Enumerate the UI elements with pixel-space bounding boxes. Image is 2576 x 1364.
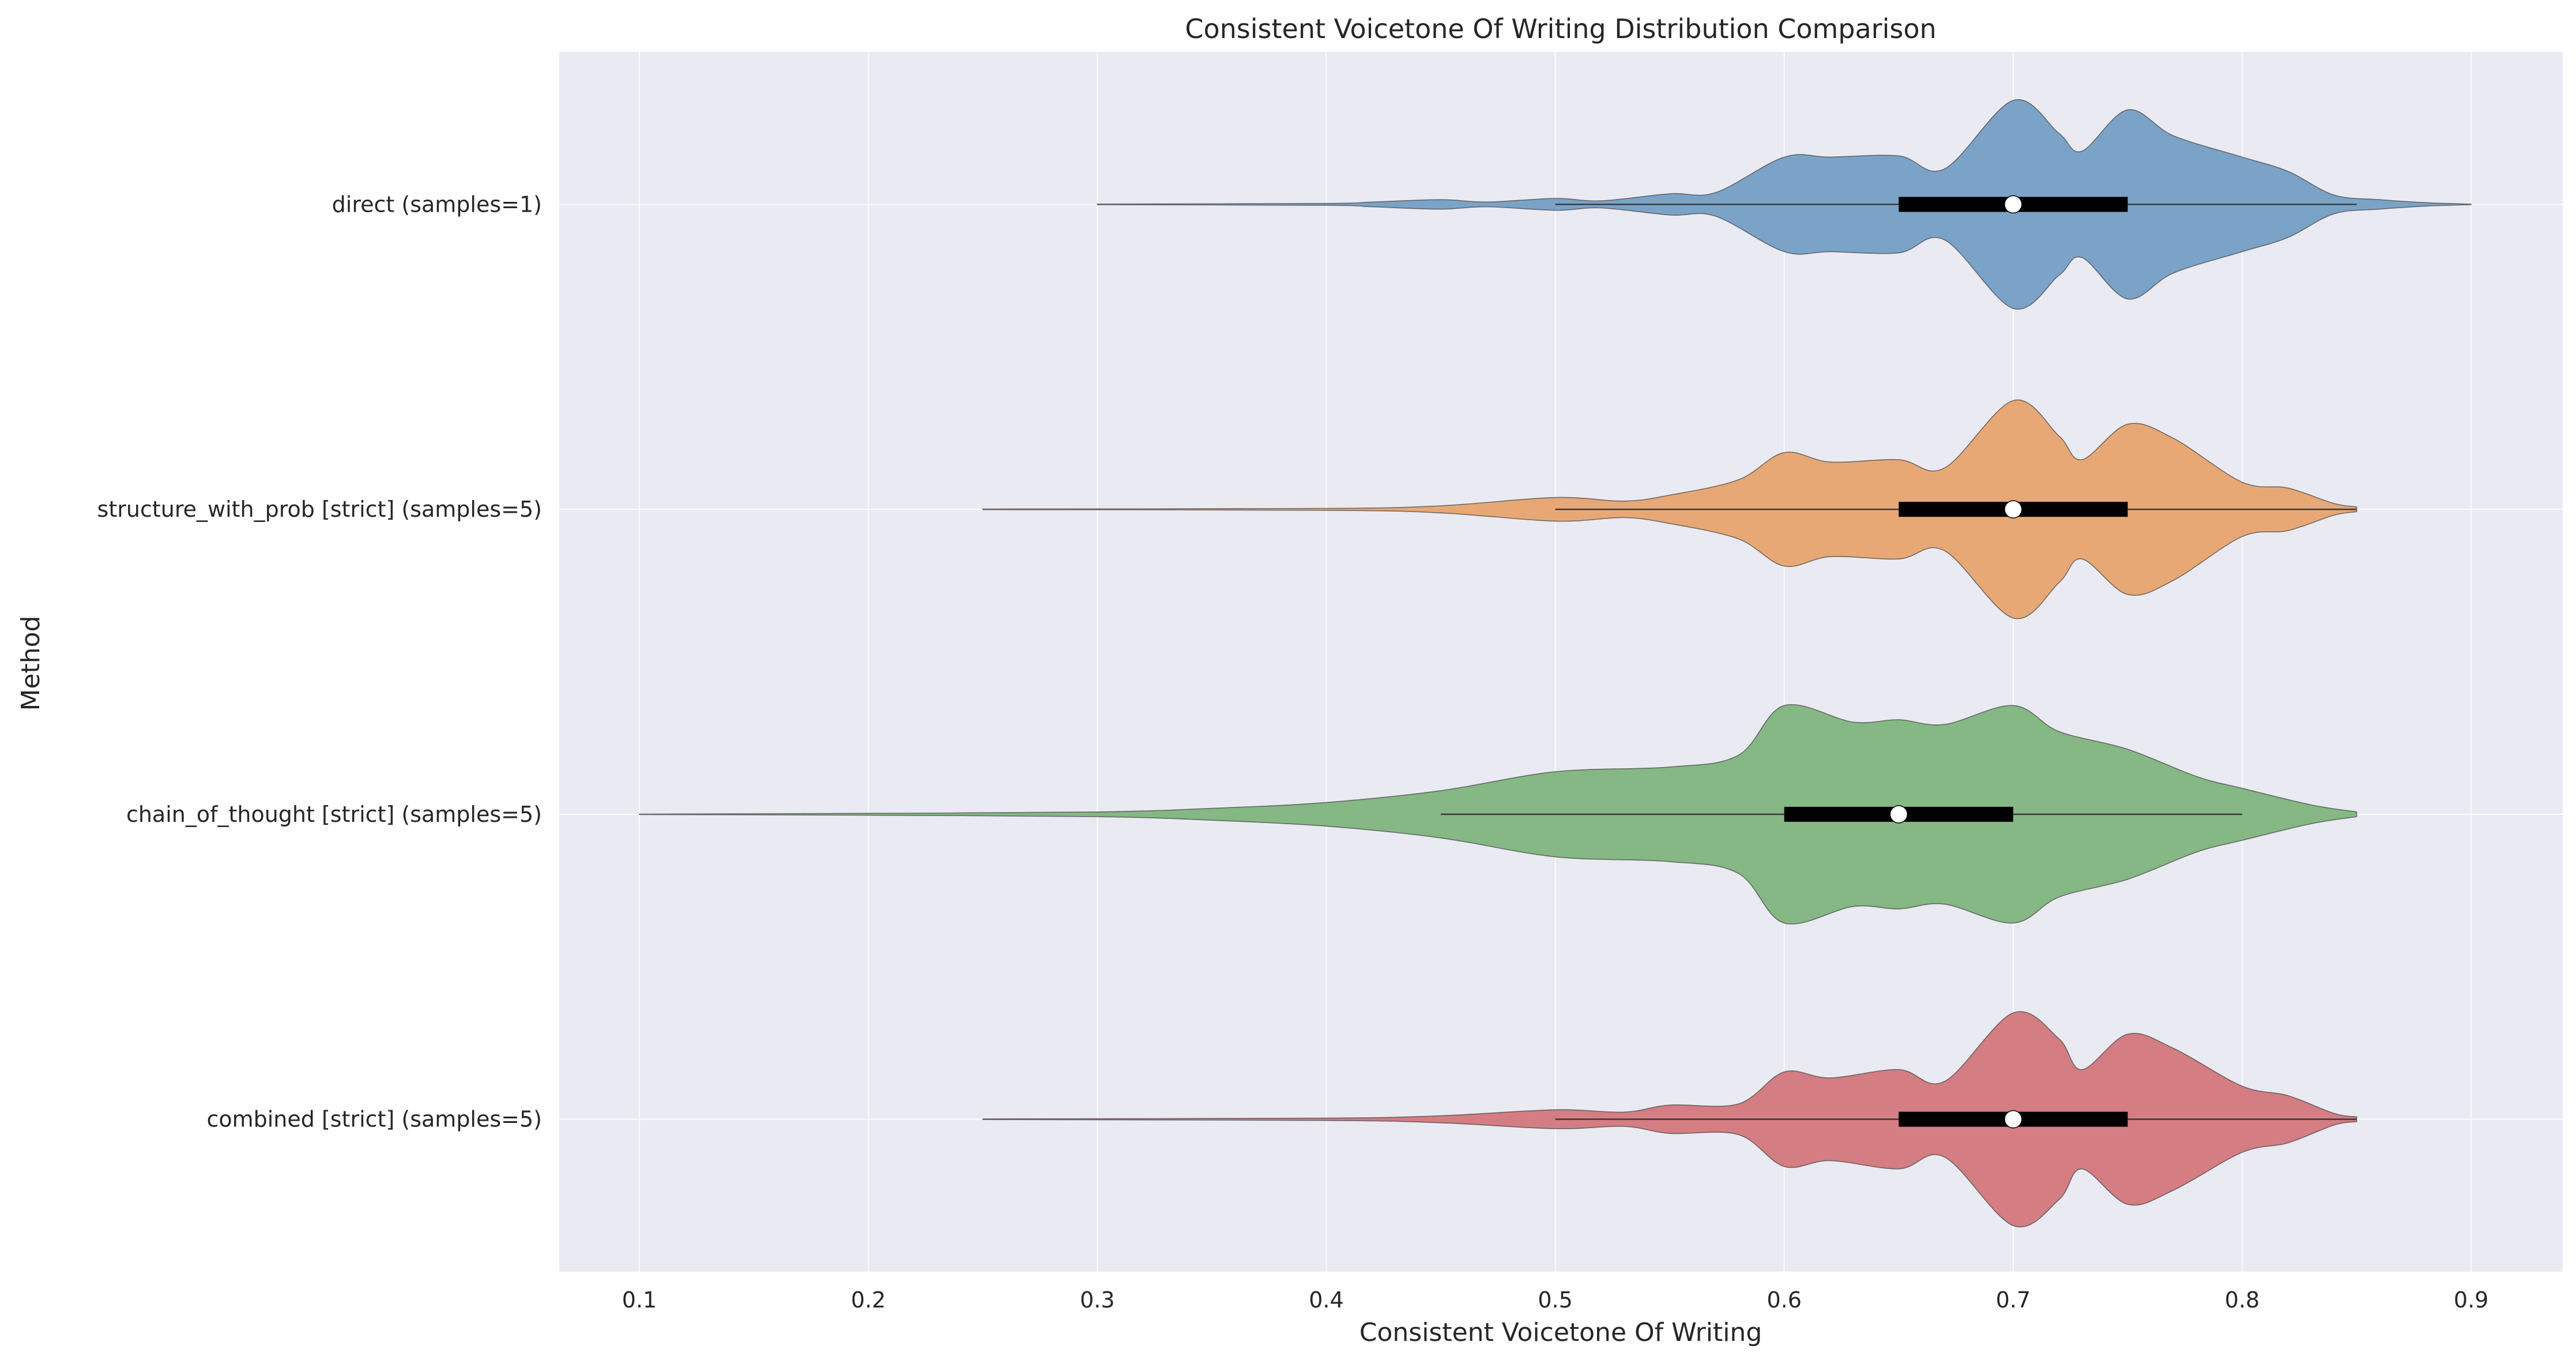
median-point <box>2004 1110 2023 1129</box>
chart-title: Consistent Voicetone Of Writing Distribu… <box>1185 13 1936 44</box>
violin-group <box>1097 99 2472 310</box>
y-tick-label: combined [strict] (samples=5) <box>206 1107 542 1132</box>
x-tick-label: 0.5 <box>1538 1287 1572 1313</box>
violin-group <box>982 1011 2357 1227</box>
x-tick-label: 0.9 <box>2454 1287 2488 1313</box>
x-tick-label: 0.7 <box>1996 1287 2031 1313</box>
median-point <box>1889 805 1908 824</box>
y-tick-label: chain_of_thought [strict] (samples=5) <box>126 802 542 827</box>
median-point <box>2004 500 2023 518</box>
x-axis-ticks: 0.1 0.2 0.3 0.4 0.5 0.6 0.7 0.8 0.9 <box>622 1287 2489 1313</box>
x-tick-label: 0.6 <box>1767 1287 1801 1313</box>
y-axis-label: Method <box>16 615 46 711</box>
violins <box>639 99 2472 1227</box>
violin-group <box>982 399 2357 619</box>
x-tick-label: 0.1 <box>622 1287 657 1313</box>
x-tick-label: 0.2 <box>851 1287 886 1313</box>
x-tick-label: 0.4 <box>1309 1287 1343 1313</box>
x-axis-label: Consistent Voicetone Of Writing <box>1359 1318 1762 1347</box>
x-tick-label: 0.3 <box>1080 1287 1114 1313</box>
violin-group <box>639 704 2357 925</box>
x-tick-label: 0.8 <box>2225 1287 2259 1313</box>
median-point <box>2004 195 2023 214</box>
y-tick-label: structure_with_prob [strict] (samples=5) <box>97 497 542 522</box>
y-axis-ticks: direct (samples=1) structure_with_prob [s… <box>97 191 542 1132</box>
y-tick-label: direct (samples=1) <box>332 191 542 217</box>
